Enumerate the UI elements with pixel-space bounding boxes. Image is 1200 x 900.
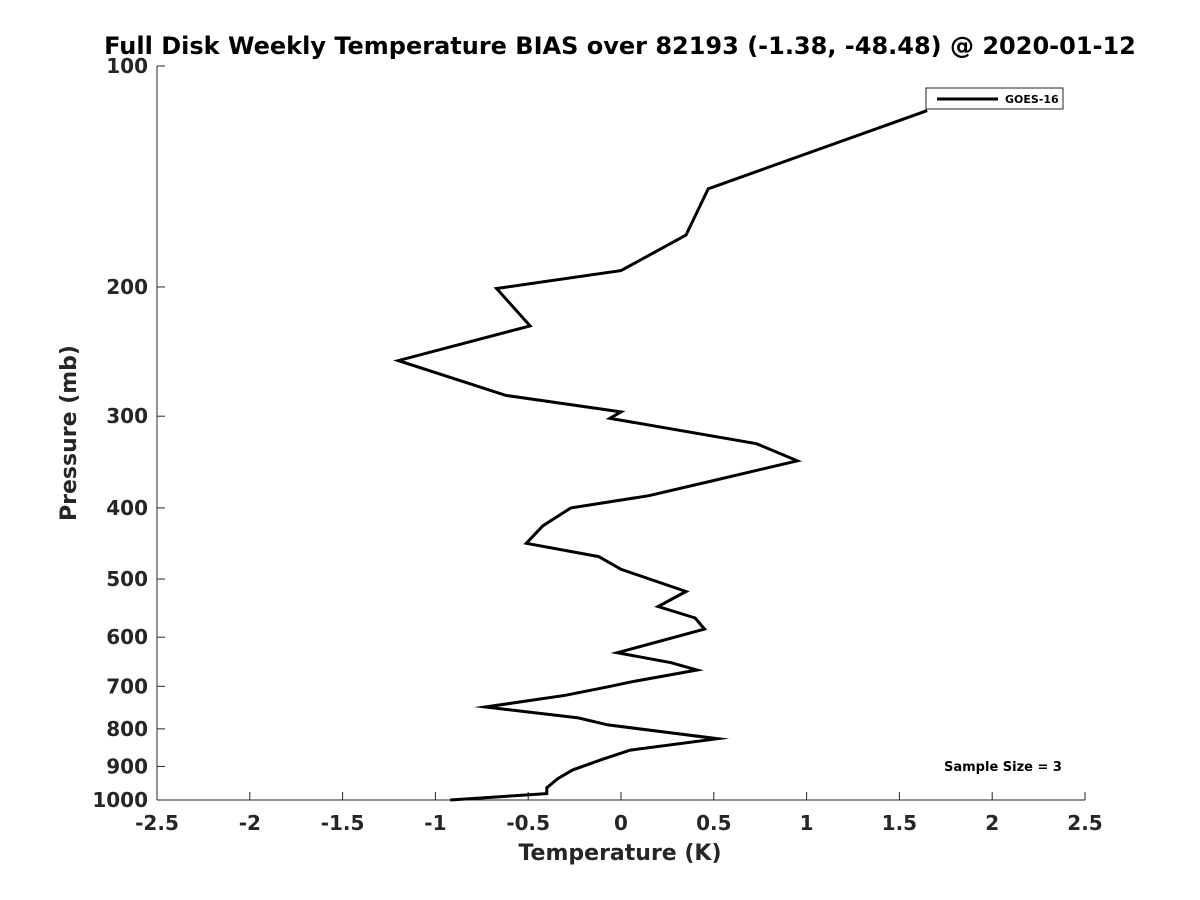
chart-title: Full Disk Weekly Temperature BIAS over 8… xyxy=(104,32,1136,60)
x-tick-label: -2.5 xyxy=(135,811,179,835)
y-tick-label: 1000 xyxy=(92,788,148,812)
x-tick-label: -1.5 xyxy=(321,811,365,835)
legend: GOES-16 xyxy=(925,87,1064,110)
series-layer xyxy=(392,109,928,802)
x-axis-title: Temperature (K) xyxy=(518,841,721,866)
y-tick-label: 900 xyxy=(106,754,148,778)
sample-size-annotation: Sample Size = 3 xyxy=(944,760,1062,775)
legend-label-goes-16: GOES-16 xyxy=(1005,93,1059,106)
y-ticks: 100 200 300 400 500 600 700 800 900 1000 xyxy=(92,54,165,812)
y-tick-label: 100 xyxy=(106,54,148,78)
x-tick-label: 1.5 xyxy=(882,811,917,835)
y-tick-label: 400 xyxy=(106,496,148,520)
y-tick-label: 200 xyxy=(106,275,148,299)
y-tick-label: 800 xyxy=(106,717,148,741)
y-axis-title: Pressure (mb) xyxy=(57,345,82,521)
x-tick-label: 0 xyxy=(614,811,628,835)
x-tick-label: -0.5 xyxy=(506,811,550,835)
x-tick-label: -1 xyxy=(424,811,446,835)
x-tick-label: 0.5 xyxy=(696,811,731,835)
x-tick-label: -2 xyxy=(239,811,261,835)
x-tick-label: 1 xyxy=(800,811,814,835)
x-tick-label: 2.5 xyxy=(1067,811,1102,835)
series-line-goes-16 xyxy=(392,109,928,802)
y-tick-label: 600 xyxy=(106,625,148,649)
y-tick-label: 300 xyxy=(106,404,148,428)
x-ticks: -2.5 -2 -1.5 -1 -0.5 0 0.5 1 1.5 2 2.5 xyxy=(135,792,1103,835)
x-tick-label: 2 xyxy=(985,811,999,835)
y-tick-label: 700 xyxy=(106,674,148,698)
y-tick-label: 500 xyxy=(106,567,148,591)
